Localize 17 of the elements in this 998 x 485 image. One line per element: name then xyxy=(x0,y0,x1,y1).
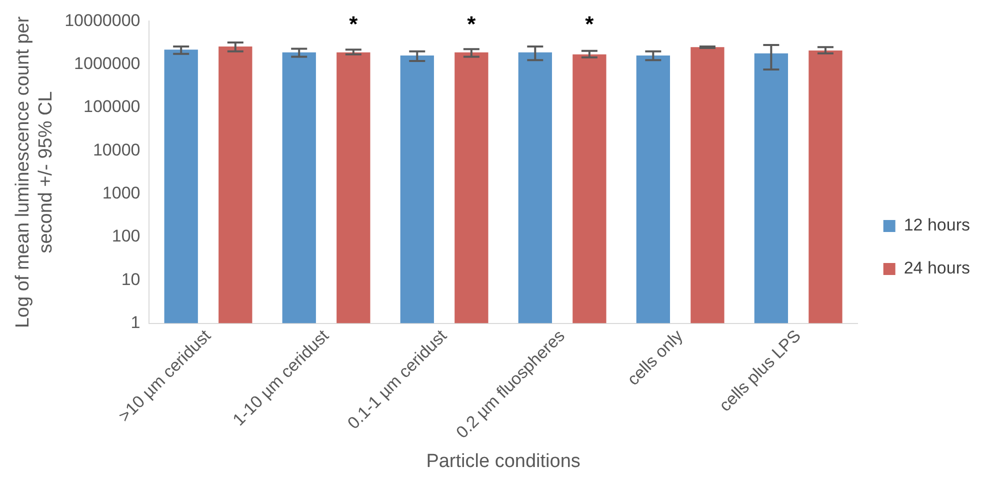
y-tick-label: 1000 xyxy=(102,184,140,203)
y-axis-title: Log of mean luminescence count per second +/- 95% CL xyxy=(12,16,56,328)
legend-label: 24 hours xyxy=(904,258,970,278)
y-tick-label: 100 xyxy=(112,226,140,246)
annotation: * xyxy=(585,11,594,36)
y-tick-label: 100000 xyxy=(84,97,140,116)
legend-label: 12 hours xyxy=(904,216,970,235)
y-tick-label: 10000 xyxy=(92,140,140,160)
y-tick-label: 10000000 xyxy=(64,10,140,30)
x-tick-label: cells plus LPS xyxy=(716,326,804,416)
y-tick-label: 1 xyxy=(130,312,140,332)
annotation: * xyxy=(349,11,358,36)
y-tick-label: 10 xyxy=(121,270,140,289)
y-tick-label: 1000000 xyxy=(74,54,140,74)
x-tick-label: cells only xyxy=(624,326,687,390)
x-axis-title: Particle conditions xyxy=(426,450,580,472)
annotation: * xyxy=(467,11,476,36)
